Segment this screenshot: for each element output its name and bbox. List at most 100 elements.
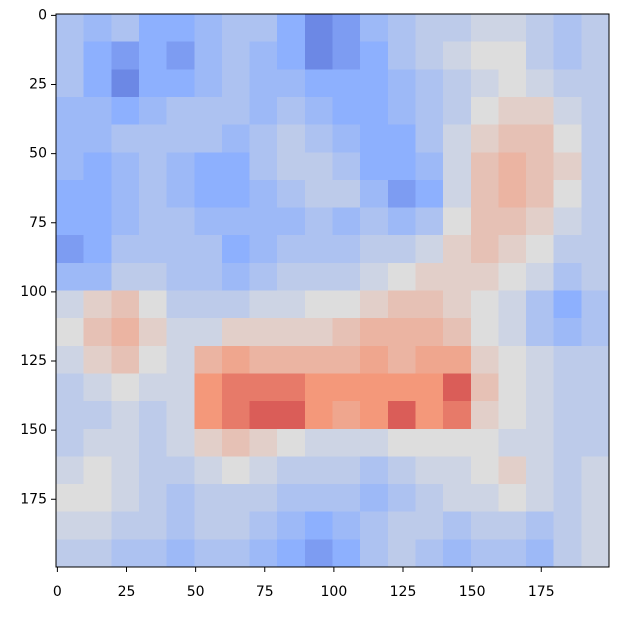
heatmap-cell bbox=[277, 484, 306, 513]
heatmap-cell bbox=[443, 262, 472, 291]
heatmap-cell bbox=[138, 207, 168, 236]
heatmap-cell bbox=[221, 235, 251, 264]
heatmap-cell bbox=[56, 124, 85, 153]
heatmap-cell bbox=[56, 373, 85, 402]
heatmap-cell bbox=[56, 152, 85, 181]
heatmap-cell bbox=[332, 511, 361, 540]
heatmap-cell bbox=[221, 69, 251, 98]
heatmap-cell bbox=[360, 428, 389, 457]
heatmap-cell bbox=[415, 345, 444, 374]
heatmap-cell bbox=[83, 401, 112, 430]
heatmap-cell bbox=[387, 262, 416, 291]
heatmap-cell bbox=[138, 69, 168, 98]
heatmap-cell bbox=[221, 124, 251, 153]
heatmap-cell bbox=[360, 69, 389, 98]
heatmap-cell bbox=[581, 14, 610, 43]
heatmap-cell bbox=[249, 235, 278, 264]
heatmap-cell bbox=[360, 179, 389, 209]
heatmap-cell bbox=[470, 373, 499, 402]
heatmap-cell bbox=[304, 318, 333, 347]
heatmap-cell bbox=[56, 401, 85, 430]
heatmap-cell bbox=[360, 41, 389, 70]
heatmap-cell bbox=[470, 401, 499, 430]
heatmap-cell bbox=[56, 511, 85, 540]
heatmap-cell bbox=[83, 235, 112, 264]
heatmap-cell bbox=[277, 290, 306, 319]
heatmap-cell bbox=[194, 179, 223, 209]
heatmap-cell bbox=[83, 373, 112, 402]
heatmap-cell bbox=[249, 124, 278, 153]
heatmap-cell bbox=[415, 14, 444, 43]
heatmap-cell bbox=[277, 401, 306, 430]
heatmap-cell bbox=[249, 152, 278, 181]
heatmap-cell bbox=[332, 428, 361, 457]
heatmap-cell bbox=[360, 539, 389, 568]
heatmap-cell bbox=[470, 345, 499, 374]
heatmap-cell bbox=[221, 539, 251, 568]
heatmap-cell bbox=[470, 152, 499, 181]
heatmap-cell bbox=[304, 152, 333, 181]
heatmap-cell bbox=[277, 152, 306, 181]
heatmap-cell bbox=[332, 345, 361, 374]
heatmap-cell bbox=[83, 41, 112, 70]
heatmap-cell bbox=[498, 96, 527, 126]
heatmap-cell bbox=[360, 290, 389, 319]
heatmap-cell bbox=[360, 152, 389, 181]
heatmap-cell bbox=[221, 318, 251, 347]
heatmap-cell bbox=[526, 290, 555, 319]
heatmap-cell bbox=[194, 14, 223, 43]
heatmap-cell bbox=[194, 207, 223, 236]
heatmap-cell bbox=[443, 14, 472, 43]
heatmap-cell bbox=[387, 69, 416, 98]
heatmap-cell bbox=[387, 179, 416, 209]
heatmap-cell bbox=[526, 428, 555, 457]
heatmap-cell bbox=[138, 96, 168, 126]
heatmap-cell bbox=[470, 235, 499, 264]
heatmap-cell bbox=[249, 318, 278, 347]
heatmap-cell bbox=[194, 262, 223, 291]
heatmap-cell bbox=[56, 318, 85, 347]
heatmap-cell bbox=[470, 69, 499, 98]
heatmap-cell bbox=[194, 401, 223, 430]
heatmap-cell bbox=[249, 345, 278, 374]
heatmap-cell bbox=[360, 96, 389, 126]
heatmap-cell bbox=[498, 345, 527, 374]
heatmap-cell bbox=[581, 207, 610, 236]
heatmap-cell bbox=[526, 484, 555, 513]
heatmap-cell bbox=[194, 318, 223, 347]
heatmap-cell bbox=[111, 14, 140, 43]
heatmap-cell bbox=[277, 345, 306, 374]
heatmap-cell bbox=[443, 318, 472, 347]
heatmap-cell bbox=[360, 14, 389, 43]
heatmap-cell bbox=[111, 539, 140, 568]
heatmap-cell bbox=[553, 124, 582, 153]
heatmap-cell bbox=[166, 456, 195, 485]
heatmap-cell bbox=[83, 14, 112, 43]
heatmap-cell bbox=[138, 152, 168, 181]
heatmap-cell bbox=[277, 373, 306, 402]
heatmap-cell bbox=[138, 428, 168, 457]
heatmap-cell bbox=[277, 235, 306, 264]
heatmap-cell bbox=[166, 428, 195, 457]
y-tick-label: 25 bbox=[29, 77, 47, 93]
heatmap-cell bbox=[332, 69, 361, 98]
heatmap-cell bbox=[166, 41, 195, 70]
heatmap-cell bbox=[83, 345, 112, 374]
y-tick-label: 150 bbox=[20, 422, 47, 438]
heatmap-cell bbox=[443, 511, 472, 540]
heatmap-cell bbox=[56, 235, 85, 264]
heatmap-cell bbox=[138, 262, 168, 291]
heatmap-cell bbox=[581, 428, 610, 457]
heatmap-cell bbox=[526, 14, 555, 43]
heatmap-cell bbox=[360, 124, 389, 153]
heatmap-cell bbox=[360, 207, 389, 236]
heatmap-cell bbox=[221, 41, 251, 70]
heatmap-cell bbox=[194, 235, 223, 264]
heatmap-cell bbox=[498, 484, 527, 513]
heatmap-cell bbox=[581, 235, 610, 264]
heatmap-cell bbox=[415, 484, 444, 513]
heatmap-cell bbox=[166, 124, 195, 153]
heatmap-cell bbox=[332, 318, 361, 347]
heatmap-cell bbox=[332, 262, 361, 291]
heatmap-cell bbox=[360, 345, 389, 374]
